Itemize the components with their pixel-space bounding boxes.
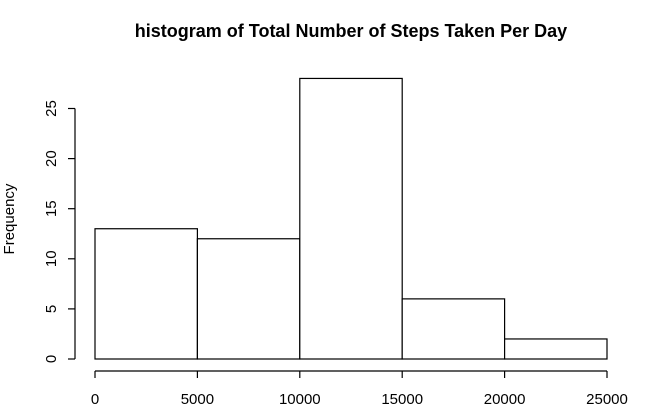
x-tick-label-4: 20000	[484, 391, 526, 408]
histogram-bar-0	[94, 228, 199, 360]
x-tick-label-2: 10000	[279, 391, 321, 408]
histogram-bar-3	[401, 298, 506, 360]
histogram-bar-2	[299, 77, 403, 360]
x-tick-label-5: 25000	[586, 391, 628, 408]
x-tick-label-3: 15000	[381, 391, 423, 408]
y-tick-label-2: 10	[43, 250, 60, 267]
y-tick-label-3: 15	[43, 200, 60, 217]
x-tick-label-1: 5000	[181, 391, 214, 408]
y-tick-label-0: 0	[43, 355, 60, 363]
x-tick-label-0: 0	[91, 391, 99, 408]
y-tick-label-1: 5	[43, 305, 60, 313]
y-tick-label-5: 25	[43, 100, 60, 117]
y-axis: 0 5 10 15 20 25	[43, 100, 76, 363]
y-axis-label: Frequency	[1, 183, 18, 254]
histogram-bar-4	[504, 338, 608, 360]
histogram-bar-1	[196, 238, 301, 360]
x-axis: 0 5000 10000 15000 20000 25000	[91, 370, 628, 408]
y-tick-label-4: 20	[43, 150, 60, 167]
histogram-bars	[94, 77, 608, 360]
chart-title: histogram of Total Number of Steps Taken…	[135, 21, 567, 41]
